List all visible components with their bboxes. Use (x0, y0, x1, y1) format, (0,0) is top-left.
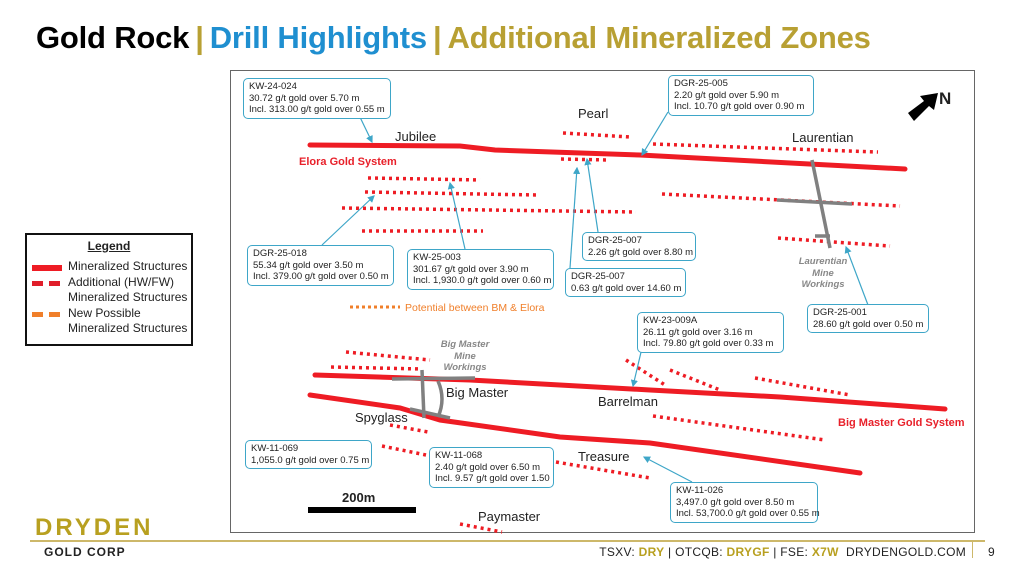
callout-arrows (321, 111, 869, 483)
callout-dgr-25-001: DGR-25-001 28.60 g/t gold over 0.50 m (807, 304, 929, 333)
scale-bar (308, 507, 416, 513)
fse-label: FSE: (780, 545, 809, 559)
big-master-lower-structure (307, 392, 863, 476)
callout-dgr-25-007-b: DGR-25-007 0.63 g/t gold over 14.60 m (565, 268, 686, 297)
area-big-master: Big Master (446, 385, 509, 400)
elora-system-label: Elora Gold System (299, 156, 397, 168)
assay: Incl. 1,930.0 g/t gold over 0.60 m (413, 275, 552, 286)
logo-subtitle: GOLD CORP (44, 545, 126, 559)
area-paymaster: Paymaster (478, 509, 541, 524)
hole-id: DGR-25-005 (674, 78, 728, 89)
callout-kw-11-068: KW-11-068 2.40 g/t gold over 6.50 m Incl. … (429, 447, 554, 488)
area-laurentian: Laurentian (792, 130, 854, 145)
callout-dgr-25-005: DGR-25-005 2.20 g/t gold over 5.90 m Incl.… (668, 75, 814, 116)
hole-id: DGR-25-007 (571, 271, 625, 282)
otcqb-label: OTCQB: (675, 545, 723, 559)
assay: 30.72 g/t gold over 5.70 m (249, 92, 360, 104)
legend-label: Mineralized Structures (68, 290, 188, 304)
dashed-red-swatch (32, 281, 62, 286)
north-arrow-icon (908, 93, 938, 121)
mine-workings (391, 159, 853, 420)
callout-kw-11-069: KW-11-069 1,055.0 g/t gold over 0.75 m (245, 440, 372, 469)
assay: 2.40 g/t gold over 6.50 m (435, 461, 541, 473)
hole-id: DGR-25-001 (813, 307, 867, 318)
assay: 3,497.0 g/t gold over 8.50 m (676, 496, 795, 508)
otcqb-symbol: DRYGF (726, 545, 770, 559)
drill-map (230, 70, 975, 533)
hole-id: KW-24-024 (249, 81, 297, 92)
fse-symbol: X7W (811, 545, 839, 559)
workings-line: Mine (812, 267, 834, 279)
hole-id: KW-11-068 (435, 450, 483, 461)
workings-line: Mine (454, 350, 476, 362)
assay: Incl. 10.70 g/t gold over 0.90 m (674, 101, 805, 112)
workings-line: Workings (801, 279, 845, 290)
legend-label: Mineralized Structures (68, 259, 188, 273)
laurentian-workings-label: Laurentian Mine Workings (788, 256, 858, 291)
assay: 2.20 g/t gold over 5.90 m (674, 89, 780, 101)
dashed-orange-swatch (32, 312, 62, 317)
title-separator: | (195, 20, 204, 55)
assay: Incl. 9.57 g/t gold over 1.50 (435, 473, 550, 484)
hole-id: KW-25-003 (413, 252, 461, 263)
hole-id: KW-11-026 (676, 485, 724, 496)
title-separator: | (432, 20, 442, 55)
area-spyglass: Spyglass (355, 410, 408, 425)
tsxv-label: TSXV: (599, 545, 635, 559)
legend-label: New Possible (68, 306, 141, 320)
solid-line-swatch (32, 265, 62, 271)
assay: 28.60 g/t gold over 0.50 m (813, 318, 924, 330)
potential-label: Potential between BM & Elora (405, 302, 545, 314)
assay: 2.26 g/t gold over 8.80 m (588, 246, 694, 258)
workings-line: Laurentian (798, 256, 848, 267)
callout-dgr-25-018: DGR-25-018 55.34 g/t gold over 3.50 m Incl… (247, 245, 394, 286)
legend: Legend Mineralized Structures Additional… (25, 233, 193, 346)
big-master-system-label: Big Master Gold System (838, 417, 965, 429)
legend-label: Additional (HW/FW) (68, 275, 175, 289)
footer-divider (30, 540, 985, 542)
callout-kw-24-024: KW-24-024 30.72 g/t gold over 5.70 m Incl.… (243, 78, 391, 119)
area-pearl: Pearl (578, 106, 609, 121)
hole-id: DGR-25-007 (588, 235, 642, 246)
hole-id: DGR-25-018 (253, 248, 307, 259)
workings-line: Workings (443, 362, 487, 373)
page-number: 9 (988, 545, 995, 559)
area-barrelman: Barrelman (598, 394, 658, 409)
assay: 301.67 g/t gold over 3.90 m (413, 263, 529, 275)
assay: 55.34 g/t gold over 3.50 m (253, 259, 364, 271)
assay: 26.11 g/t gold over 3.16 m (643, 326, 753, 338)
title-company: Gold Rock (36, 20, 190, 55)
callout-kw-25-003: KW-25-003 301.67 g/t gold over 3.90 m Incl… (407, 249, 554, 290)
hole-id: KW-11-069 (251, 443, 299, 454)
north-label: N (939, 89, 952, 108)
assay: Incl. 379.00 g/t gold over 0.50 m (253, 271, 389, 282)
assay: Incl. 313.00 g/t gold over 0.55 m (249, 104, 385, 115)
big-master-workings-label: Big Master Mine Workings (430, 339, 500, 374)
area-treasure: Treasure (578, 449, 630, 464)
assay: Incl. 53,700.0 g/t gold over 0.55 m (676, 508, 820, 519)
assay: 1,055.0 g/t gold over 0.75 m (251, 454, 370, 466)
assay: 0.63 g/t gold over 14.60 m (571, 282, 682, 294)
tsxv-symbol: DRY (638, 545, 665, 559)
dryden-logo: DRYDEN (35, 514, 154, 541)
callout-kw-23-009a: KW-23-009A 26.11 g/t gold over 3.16 m Incl… (637, 312, 784, 353)
assay: Incl. 79.80 g/t gold over 0.33 m (643, 338, 774, 349)
website: DRYDENGOLD.COM (846, 545, 966, 559)
slide-title: Gold Rock | Drill Highlights | Additional Mi… (36, 20, 871, 56)
legend-label: Mineralized Structures (68, 321, 188, 335)
title-zones: Additional Mineralized Zones (447, 20, 871, 55)
legend-title: Legend (87, 239, 131, 253)
scale-label: 200m (342, 490, 376, 505)
page-divider (972, 542, 973, 558)
elora-structure (307, 142, 908, 172)
callout-dgr-25-007-a: DGR-25-007 2.26 g/t gold over 8.80 m (582, 232, 696, 261)
title-drill: Drill Highlights (209, 20, 427, 55)
workings-line: Big Master (440, 339, 490, 350)
callout-kw-11-026: KW-11-026 3,497.0 g/t gold over 8.50 m Inc… (670, 482, 820, 523)
ticker-line: TSXV: DRY | OTCQB: DRYGF | FSE: X7W DRYD… (599, 545, 966, 559)
area-jubilee: Jubilee (395, 129, 437, 144)
hole-id: KW-23-009A (643, 315, 698, 326)
